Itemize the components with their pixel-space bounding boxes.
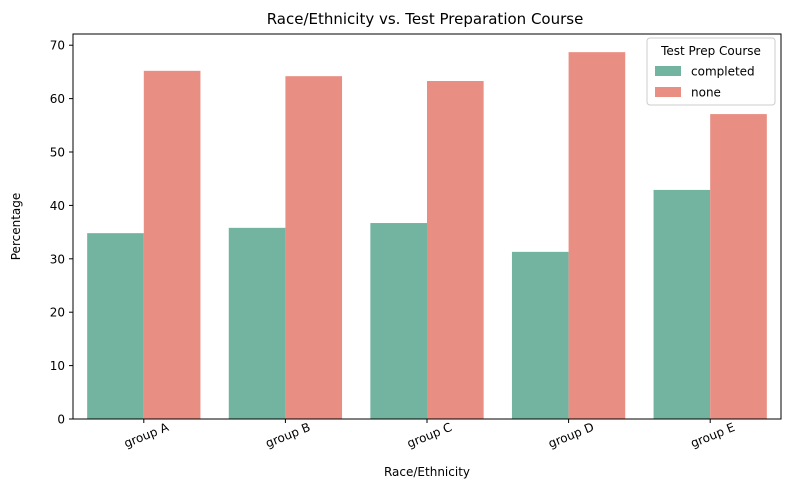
y-tick-label: 50 bbox=[50, 146, 65, 160]
y-tick-label: 20 bbox=[50, 306, 65, 320]
bar-none-group-e bbox=[710, 114, 767, 420]
bars-layer bbox=[87, 52, 767, 420]
legend-label-completed: completed bbox=[691, 65, 755, 79]
y-axis: 0 10 20 30 40 50 60 70 bbox=[50, 39, 73, 427]
bar-completed-group-d bbox=[511, 251, 569, 419]
bar-completed-group-a bbox=[87, 233, 144, 419]
y-tick-label: 0 bbox=[57, 413, 65, 427]
y-tick-label: 30 bbox=[50, 252, 65, 266]
x-tick-label: group E bbox=[689, 420, 737, 450]
x-tick-label: group A bbox=[122, 420, 171, 451]
legend-label-none: none bbox=[691, 86, 721, 100]
legend-swatch-none bbox=[655, 87, 681, 97]
bar-none-group-b bbox=[285, 76, 343, 420]
legend-title: Test Prep Course bbox=[660, 44, 761, 58]
bar-completed-group-c bbox=[370, 223, 427, 419]
y-tick-label: 10 bbox=[50, 359, 65, 373]
legend: Test Prep Course completed none bbox=[646, 37, 776, 106]
y-tick-label: 40 bbox=[50, 199, 65, 213]
x-tick-label: group D bbox=[546, 420, 596, 451]
bar-completed-group-e bbox=[653, 189, 711, 419]
y-tick-label: 70 bbox=[50, 39, 65, 53]
x-tick-label: group B bbox=[264, 420, 313, 451]
x-axis: group A group B group C group D group E bbox=[122, 419, 737, 451]
y-tick-label: 60 bbox=[50, 92, 65, 106]
chart-title: Race/Ethnicity vs. Test Preparation Cour… bbox=[267, 10, 584, 28]
bar-none-group-c bbox=[427, 80, 484, 419]
plot-frame bbox=[72, 33, 782, 420]
bar-completed-group-b bbox=[228, 227, 286, 419]
bar-none-group-a bbox=[143, 70, 201, 419]
x-tick-label: group C bbox=[405, 420, 454, 451]
x-axis-label: Race/Ethnicity bbox=[384, 465, 470, 479]
y-axis-label: Percentage bbox=[9, 193, 23, 261]
legend-swatch-completed bbox=[655, 66, 681, 76]
bar-none-group-d bbox=[568, 52, 626, 420]
